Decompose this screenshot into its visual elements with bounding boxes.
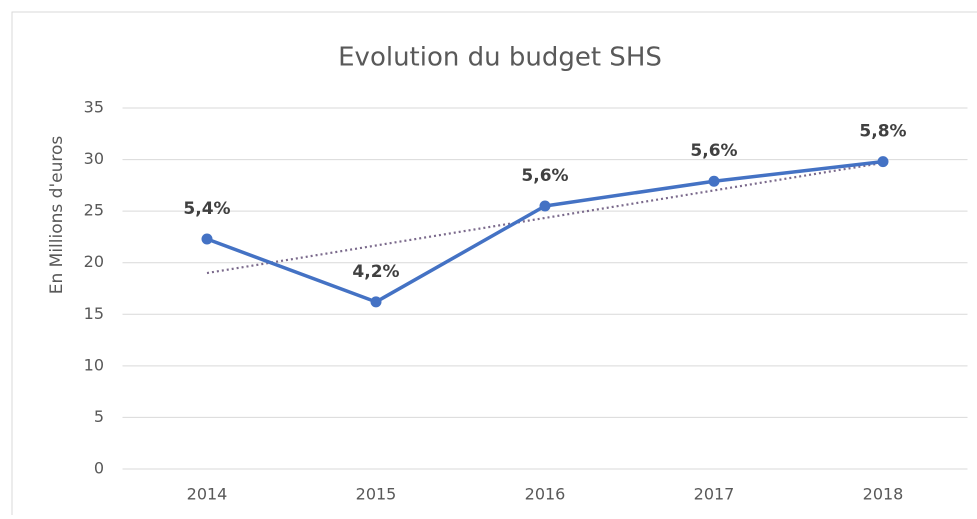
annotation: 5,6%	[690, 141, 737, 161]
x-tick-label: 2014	[187, 485, 228, 504]
y-tick-label: 15	[84, 304, 104, 323]
annotation: 5,8%	[859, 122, 906, 142]
annotation: 4,2%	[352, 262, 399, 282]
marker	[708, 175, 720, 187]
marker	[370, 296, 382, 308]
x-tick-label: 2017	[694, 485, 735, 504]
y-tick-label: 30	[84, 149, 104, 168]
y-tick-label: 10	[84, 355, 104, 374]
y-axis-label: En Millions d'euros	[47, 136, 67, 295]
trendline	[206, 161, 884, 275]
chart-border	[11, 11, 977, 519]
y-tick-label: 25	[84, 201, 104, 220]
x-tick-label: 2018	[863, 485, 904, 504]
marker	[877, 156, 889, 168]
y-tick-label: 20	[84, 252, 104, 271]
y-tick-label: 5	[94, 407, 104, 426]
y-tick-label: 35	[84, 98, 104, 117]
annotation: 5,4%	[183, 199, 230, 219]
x-tick-label: 2016	[525, 485, 566, 504]
chart-title: Evolution du budget SHS	[338, 43, 662, 73]
y-tick-label: 0	[94, 459, 104, 478]
annotation: 5,6%	[521, 166, 568, 186]
marker	[201, 233, 213, 245]
marker	[539, 200, 551, 212]
x-tick-label: 2015	[356, 485, 397, 504]
